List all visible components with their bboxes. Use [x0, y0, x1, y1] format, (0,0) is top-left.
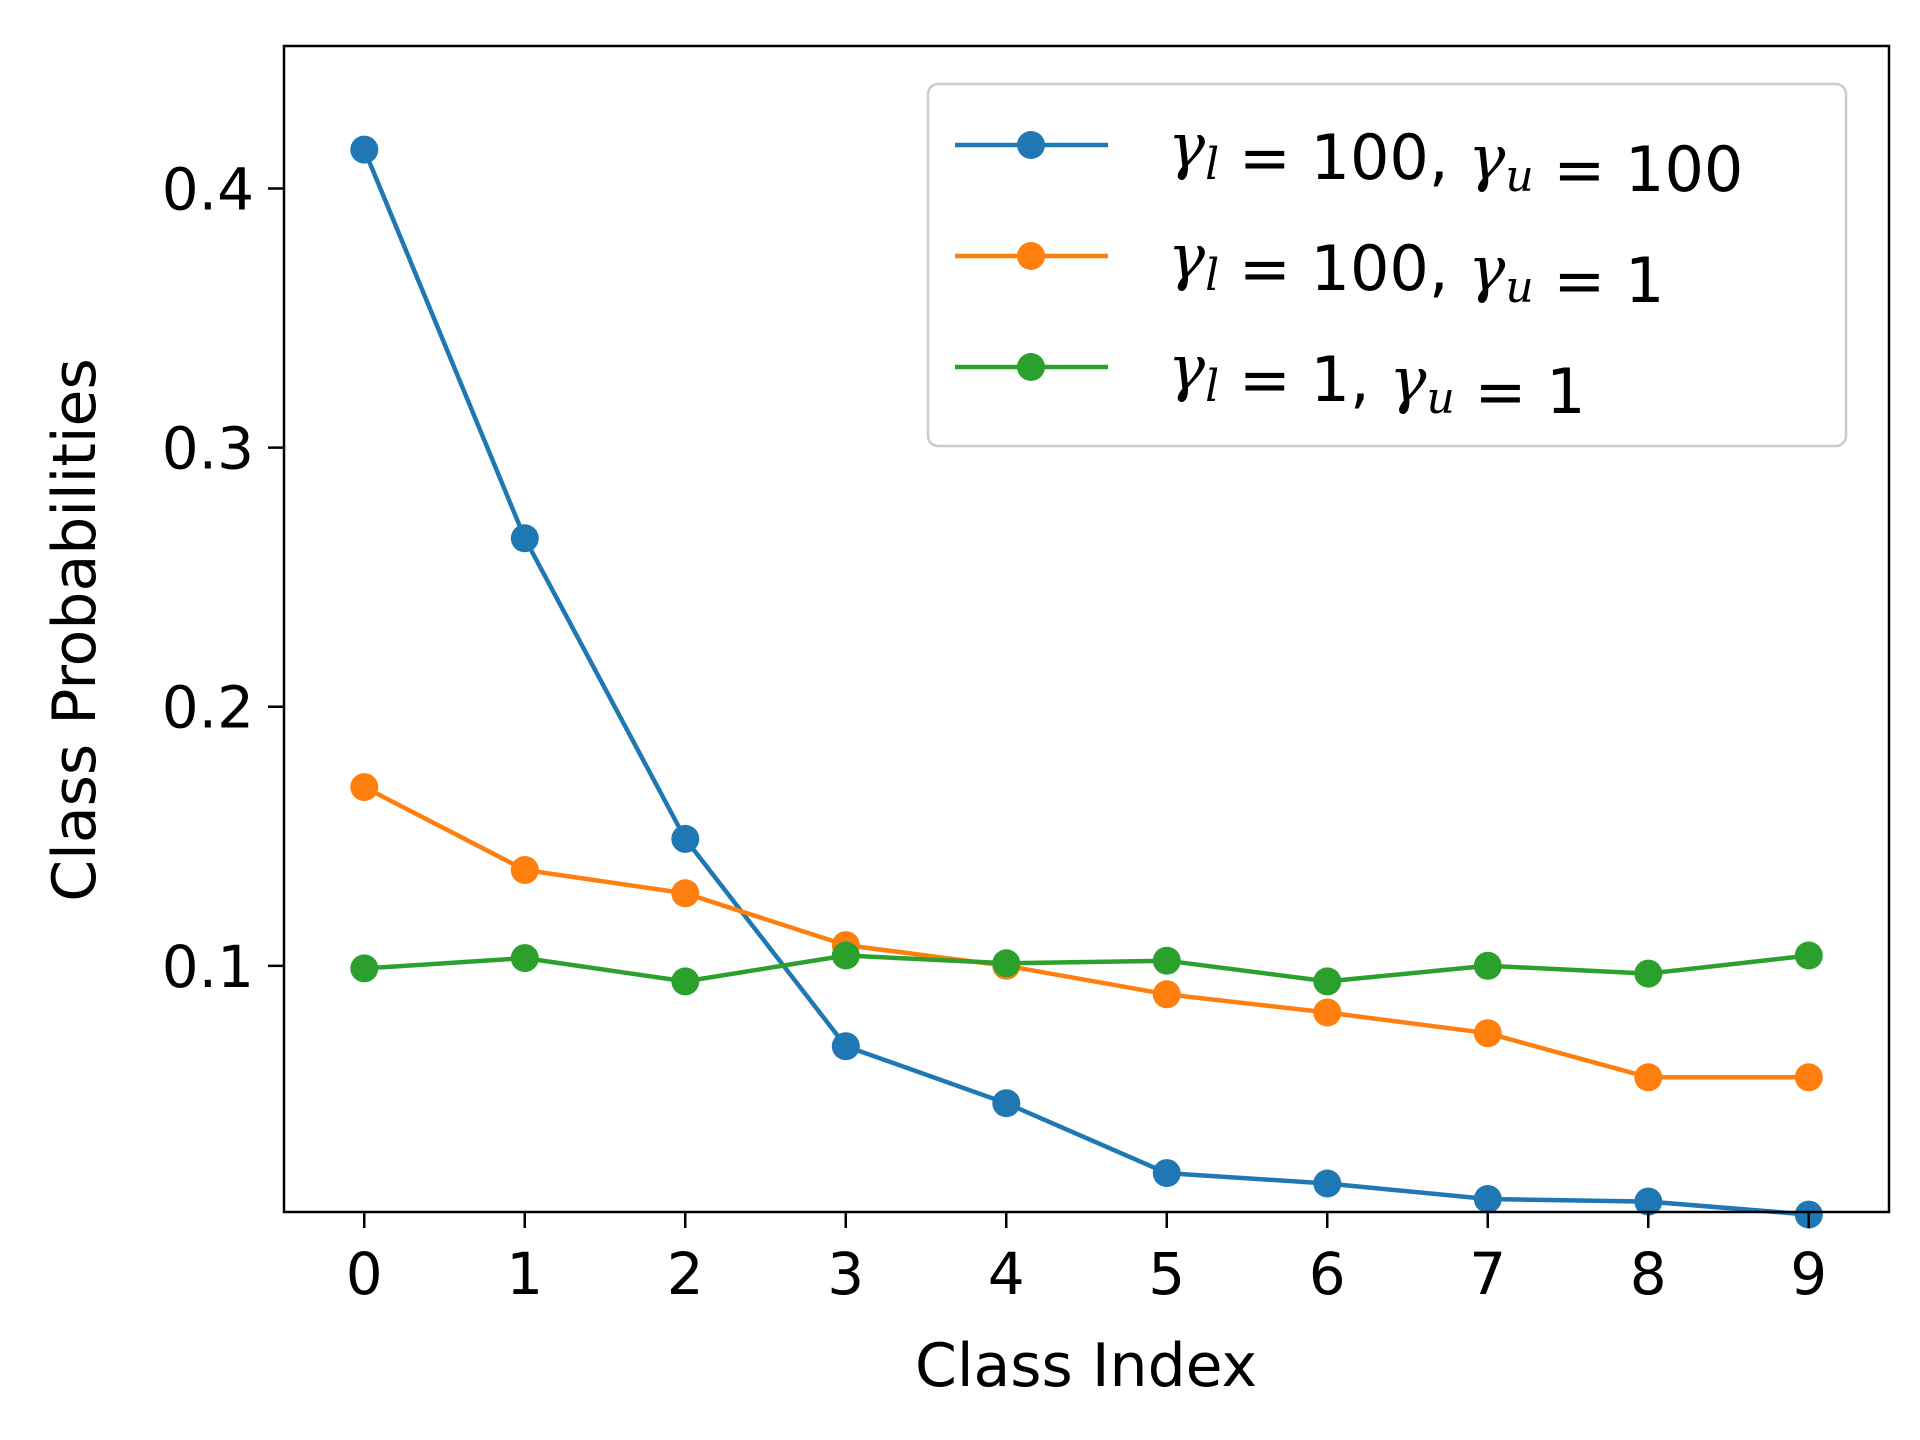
series-0-point-5 — [1152, 1159, 1181, 1188]
series-0-point-6 — [1313, 1169, 1342, 1198]
series-2-point-4 — [992, 949, 1021, 978]
y-axis-label: Class Probabilities — [40, 358, 110, 901]
legend-label-2: γl = 1, γu = 1 — [1168, 331, 1586, 428]
series-2 — [350, 941, 1823, 996]
legend-entry-0: γl = 100, γu = 100 — [955, 109, 1743, 206]
series-0-point-8 — [1634, 1187, 1663, 1216]
plot-marks — [350, 135, 1823, 1229]
series-0-point-7 — [1473, 1185, 1502, 1213]
series-1-point-2 — [671, 879, 700, 908]
legend-box — [926, 82, 1848, 448]
series-0-point-2 — [671, 824, 700, 853]
series-0-point-4 — [992, 1089, 1021, 1118]
series-0-point-0 — [350, 135, 379, 164]
series-0 — [350, 135, 1823, 1229]
x-tick-label-9: 9 — [1790, 1240, 1827, 1308]
x-tick-label-8: 8 — [1630, 1240, 1667, 1308]
series-1-point-9 — [1794, 1063, 1823, 1092]
x-tick-label-6: 6 — [1309, 1240, 1346, 1308]
series-1-point-5 — [1152, 980, 1181, 1009]
series-2-point-6 — [1313, 967, 1342, 996]
series-2-line — [362, 953, 1812, 984]
plot-frame — [282, 44, 1891, 1214]
x-tick-label-4: 4 — [988, 1240, 1025, 1308]
x-axis-label: Class Index — [915, 1331, 1257, 1401]
series-2-point-5 — [1152, 946, 1181, 975]
legend-marker-1 — [1017, 242, 1045, 270]
series-2-point-1 — [510, 944, 539, 973]
x-tick-label-5: 5 — [1148, 1240, 1185, 1308]
series-0-point-1 — [510, 524, 539, 553]
x-tick-label-1: 1 — [506, 1240, 543, 1308]
y-tick-label-0: 0.1 — [162, 933, 254, 1001]
series-1-point-1 — [510, 856, 539, 884]
legend-label-0: γl = 100, γu = 100 — [1168, 109, 1743, 206]
series-1-point-7 — [1473, 1019, 1502, 1048]
series-1-line — [362, 784, 1812, 1080]
series-2-point-0 — [350, 954, 379, 983]
series-2-point-7 — [1473, 951, 1502, 980]
legend-label-1: γl = 100, γu = 1 — [1168, 220, 1664, 317]
legend-marker-2 — [1017, 353, 1045, 381]
y-axis: 0.1 0.2 0.3 0.4 — [162, 156, 284, 1001]
legend-marker-0 — [1017, 131, 1045, 159]
x-tick-label-3: 3 — [827, 1240, 864, 1308]
legend-entry-1: γl = 100, γu = 1 — [955, 220, 1664, 317]
y-tick-label-3: 0.4 — [162, 156, 254, 224]
x-axis: 0 1 2 3 4 5 6 7 8 9 — [346, 1212, 1827, 1308]
x-tick-label-2: 2 — [667, 1240, 704, 1308]
series-1-point-8 — [1634, 1063, 1663, 1092]
legend: γl = 100, γu = 100 γl = 100, γu = 1 γl = 1… — [926, 82, 1848, 448]
y-tick-label-1: 0.2 — [162, 674, 254, 742]
series-2-point-2 — [671, 967, 700, 996]
series-2-point-8 — [1634, 959, 1663, 988]
y-tick-label-2: 0.3 — [162, 415, 254, 483]
legend-entry-2: γl = 1, γu = 1 — [955, 331, 1586, 428]
x-tick-label-0: 0 — [346, 1240, 383, 1308]
x-tick-label-7: 7 — [1469, 1240, 1506, 1308]
series-0-point-3 — [831, 1032, 860, 1061]
series-0-line — [362, 147, 1812, 1217]
series-2-point-3 — [831, 941, 860, 970]
series-1-point-6 — [1313, 998, 1342, 1027]
series-1-point-0 — [350, 773, 379, 802]
series-2-point-9 — [1794, 941, 1823, 970]
